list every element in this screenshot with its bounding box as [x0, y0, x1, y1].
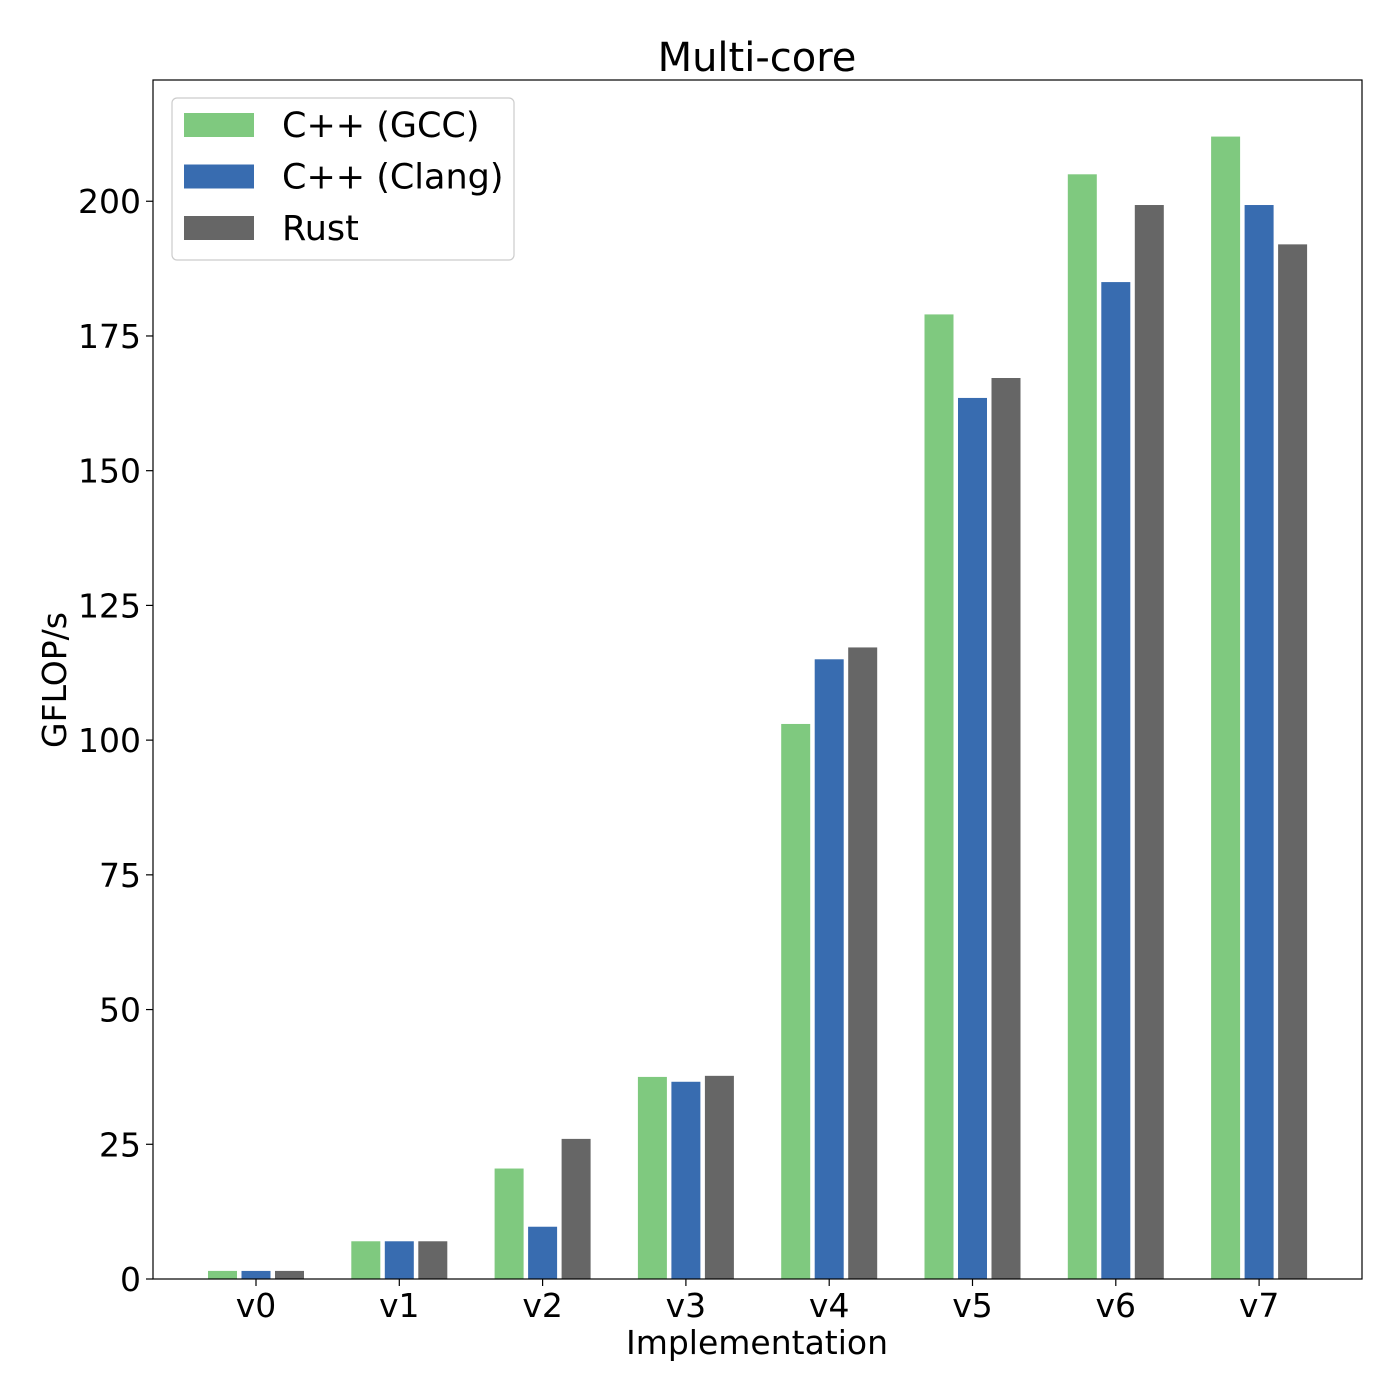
- y-axis-ticks: 0 25 50 75 100 125 150 175 200: [78, 182, 153, 1299]
- chart-title: Multi-core: [658, 35, 857, 81]
- bar-v6-series-1: [1067, 174, 1097, 1279]
- x-axis-label: Implementation: [626, 1323, 888, 1362]
- x-tick-label: v1: [379, 1286, 420, 1325]
- bar-v2-series-2: [528, 1226, 558, 1279]
- x-tick-label: v0: [236, 1286, 277, 1325]
- plot-frame: [152, 79, 1363, 1280]
- legend-label: Rust: [282, 209, 359, 249]
- bars-group: [208, 136, 1308, 1280]
- legend: C++ (GCC) C++ (Clang) Rust: [171, 97, 515, 261]
- y-tick-label: 150: [78, 452, 141, 491]
- y-tick-label: 200: [78, 182, 141, 221]
- bar-v4-series-1: [781, 723, 811, 1279]
- legend-label: C++ (Clang): [282, 158, 504, 198]
- y-axis-label: GFLOP/s: [35, 612, 74, 748]
- y-tick-label: 0: [120, 1260, 141, 1299]
- bar-v6-series-3: [1134, 205, 1164, 1279]
- legend-box: [171, 97, 515, 261]
- legend-swatch: [184, 216, 254, 240]
- x-tick-label: v7: [1239, 1286, 1280, 1325]
- bar-v0-series-2: [241, 1270, 271, 1279]
- bar-v7-series-2: [1244, 205, 1274, 1279]
- x-axis-ticks: v0 v1 v2 v3 v4 v5 v6 v7: [236, 1279, 1280, 1325]
- x-tick-label: v6: [1096, 1286, 1137, 1325]
- bar-v3-series-2: [671, 1081, 701, 1279]
- x-tick-label: v4: [809, 1286, 850, 1325]
- bar-v3-series-1: [637, 1076, 667, 1279]
- y-tick-label: 25: [99, 1125, 141, 1164]
- x-tick-label: v2: [522, 1286, 563, 1325]
- bar-v5-series-2: [958, 397, 987, 1279]
- bar-v1-series-2: [384, 1241, 414, 1279]
- y-tick-label: 125: [78, 586, 141, 625]
- legend-swatch: [184, 113, 254, 137]
- bar-v2-series-1: [494, 1168, 524, 1279]
- bar-v1-series-3: [418, 1241, 448, 1279]
- legend-swatch: [184, 164, 254, 189]
- bar-v5-series-3: [991, 378, 1021, 1279]
- y-tick-label: 175: [78, 317, 141, 356]
- bar-v2-series-3: [561, 1138, 591, 1279]
- y-tick-label: 75: [99, 856, 141, 895]
- bar-v0-series-1: [208, 1270, 237, 1279]
- bar-v7-series-3: [1278, 244, 1308, 1280]
- bar-v7-series-1: [1211, 136, 1241, 1280]
- x-tick-label: v5: [952, 1286, 993, 1325]
- legend-label: C++ (GCC): [282, 106, 480, 146]
- y-tick-label: 100: [78, 721, 141, 760]
- x-tick-label: v3: [666, 1286, 707, 1325]
- bar-v3-series-3: [704, 1075, 734, 1279]
- bar-v1-series-1: [351, 1241, 381, 1279]
- bar-v5-series-1: [924, 314, 954, 1279]
- bar-v6-series-2: [1101, 282, 1131, 1280]
- bar-v4-series-2: [814, 659, 844, 1279]
- bar-v4-series-3: [848, 647, 878, 1279]
- bar-v0-series-3: [275, 1270, 304, 1279]
- y-tick-label: 50: [99, 991, 141, 1030]
